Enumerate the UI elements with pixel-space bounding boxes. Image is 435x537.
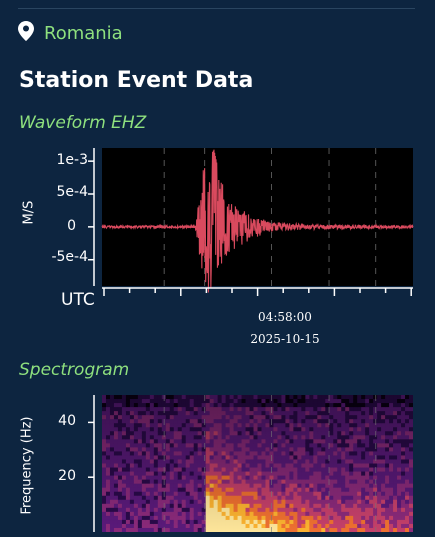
waveform-ytick-label: -5e-4: [51, 249, 88, 265]
spectrogram-heading: Spectrogram: [19, 360, 130, 380]
spectrogram-plot: [88, 395, 413, 532]
waveform-plot: [88, 148, 414, 296]
location-name: Romania: [44, 22, 123, 44]
waveform-ytick-label: 0: [67, 218, 76, 234]
waveform-xlabel: UTC: [61, 290, 95, 310]
top-divider: [18, 8, 415, 9]
waveform-ytick-label: 5e-4: [56, 184, 88, 200]
waveform-heading: Waveform EHZ: [19, 113, 147, 133]
spectrogram-yticks: [88, 421, 94, 478]
waveform-date-label: 2025-10-15: [250, 332, 320, 346]
waveform-ytick-label: 1e-3: [56, 152, 88, 168]
waveform-trace: [101, 149, 414, 293]
spectrogram-ytick-label: 40: [58, 413, 76, 429]
waveform-xticks: [103, 288, 412, 296]
waveform-plot-area: [102, 148, 413, 286]
waveform-yticks: [88, 160, 94, 261]
spectrogram-shade: [102, 395, 413, 532]
spectrogram-ytick-label: 20: [58, 468, 76, 484]
section-title: Station Event Data: [19, 68, 254, 93]
map-pin-icon: [18, 21, 34, 45]
spectrogram-cells: [102, 395, 413, 532]
location-row: Romania: [18, 21, 123, 45]
waveform-time-label: 04:58:00: [258, 310, 312, 324]
